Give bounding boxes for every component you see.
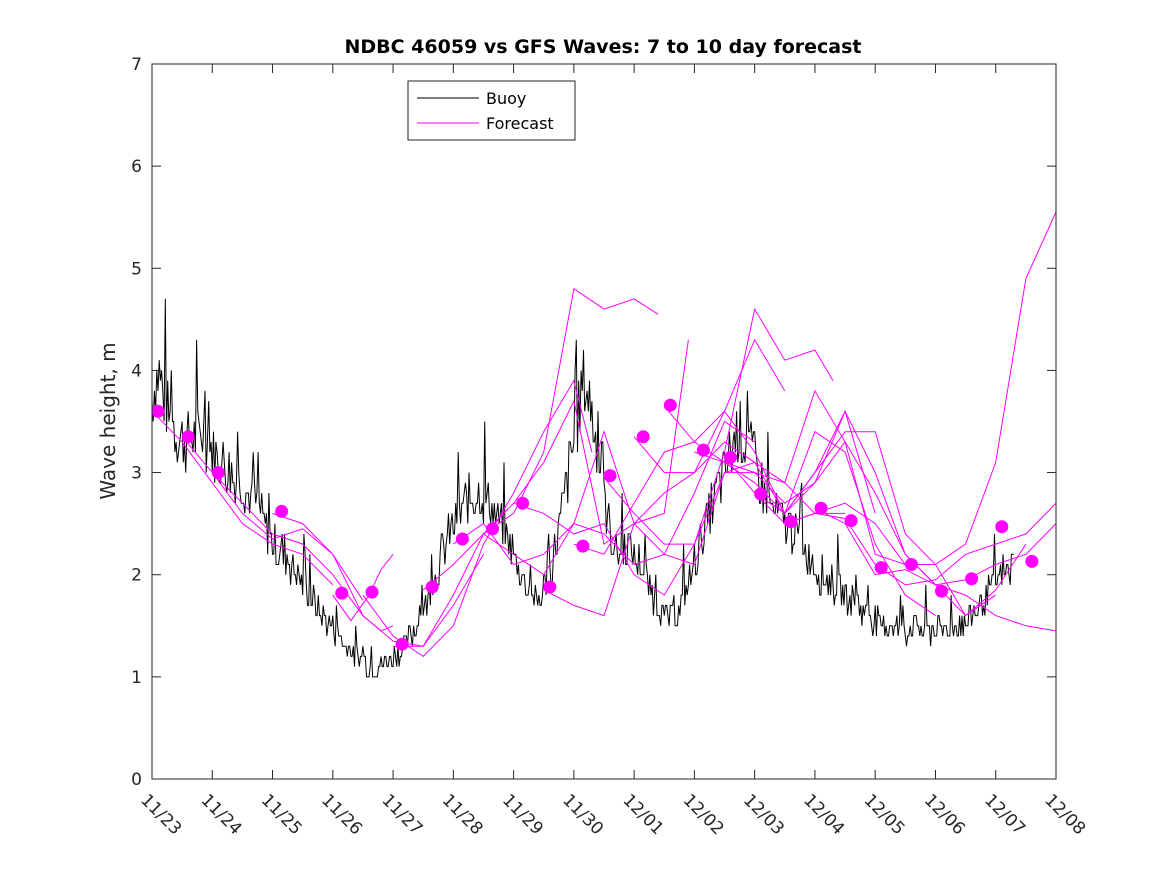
forecast-init-marker	[335, 586, 349, 600]
forecast-init-marker	[543, 580, 557, 594]
forecast-init-marker	[636, 430, 650, 444]
forecast-init-marker	[425, 580, 439, 594]
forecast-line-21	[814, 507, 1057, 586]
forecast-line-1	[151, 410, 334, 586]
chart-title: NDBC 46059 vs GFS Waves: 7 to 10 day for…	[344, 36, 861, 58]
plot-frame	[151, 63, 1057, 780]
forecast-init-marker	[874, 561, 888, 575]
forecast-init-marker	[395, 637, 409, 651]
forecast-init-marker	[814, 501, 828, 515]
forecast-init-marker	[904, 558, 918, 571]
forecast-line-17	[694, 431, 1027, 617]
y-tick-label: 0	[131, 770, 142, 790]
y-axis-label: Wave height, m	[96, 342, 120, 499]
legend-box	[407, 80, 576, 141]
forecast-line-9	[453, 420, 755, 566]
legend: Buoy Forecast	[407, 80, 576, 141]
y-tick-label: 4	[131, 361, 142, 381]
forecast-init-marker	[603, 469, 617, 483]
y-tick-label: 2	[131, 566, 142, 586]
forecast-init-marker	[696, 443, 710, 457]
forecast-init-marker	[151, 404, 165, 418]
forecast-init-marker	[275, 504, 289, 518]
y-tick-label: 5	[131, 259, 142, 279]
forecast-init-marker	[516, 496, 530, 510]
forecast-init-marker	[365, 585, 379, 599]
buoy-series-line	[151, 298, 1014, 678]
forecast-line-12	[543, 472, 846, 617]
forecast-init-marker	[211, 466, 225, 480]
forecast-init-marker	[844, 514, 858, 528]
y-tick-label: 6	[131, 157, 142, 177]
y-tick-label: 7	[131, 55, 142, 75]
forecast-init-marker	[935, 584, 948, 598]
forecast-init-marker	[1025, 554, 1039, 568]
legend-forecast-label: Forecast	[486, 114, 554, 133]
forecast-init-marker	[754, 487, 768, 501]
forecast-init-marker	[995, 520, 1009, 534]
forecast-init-marker	[486, 522, 499, 536]
forecast-line-18	[724, 440, 1057, 632]
y-tick-label: 3	[131, 464, 142, 484]
forecast-init-marker	[965, 572, 979, 586]
forecast-line-11	[513, 307, 834, 596]
plot-area	[151, 211, 1057, 678]
forecast-init-marker	[663, 398, 677, 412]
forecast-init-marker	[455, 532, 469, 546]
legend-buoy-label: Buoy	[486, 89, 526, 108]
forecast-line-8	[422, 339, 689, 591]
forecast-init-marker	[784, 515, 798, 529]
y-tick-label: 1	[131, 668, 142, 688]
forecast-init-marker	[576, 539, 590, 553]
forecast-init-marker	[724, 450, 738, 464]
forecast-line-13	[573, 409, 876, 555]
forecast-line-4	[272, 512, 484, 647]
forecast-init-marker	[181, 430, 195, 444]
